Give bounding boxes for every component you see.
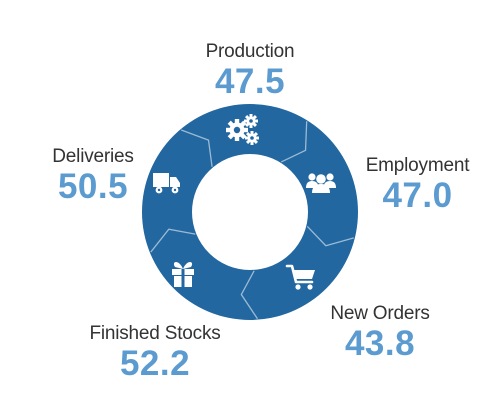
finished-stocks-label: Finished Stocks — [89, 323, 221, 344]
shopping-cart-icon — [285, 264, 315, 290]
employment-value: 47.0 — [382, 176, 453, 215]
deliveries-label: Deliveries — [52, 146, 134, 167]
new-orders-value: 43.8 — [344, 324, 416, 363]
delivery-truck-icon — [153, 173, 180, 194]
production-callout: Production 47.5 — [175, 42, 325, 99]
segment-separator — [240, 270, 259, 320]
finished-stocks-value: 52.2 — [119, 344, 191, 383]
segment-separator — [280, 121, 308, 163]
ring-band — [142, 104, 358, 320]
employment-label: Employment — [365, 155, 470, 176]
deliveries-value: 50.5 — [57, 167, 129, 206]
production-label: Production — [205, 41, 295, 62]
segment-separator — [180, 129, 213, 167]
new-orders-callout: New Orders 43.8 — [310, 304, 450, 361]
segment-separator — [306, 225, 354, 247]
gears-icon — [226, 114, 259, 145]
gift-box-icon — [172, 262, 194, 287]
segment-separator — [150, 228, 196, 253]
people-icon — [306, 173, 336, 193]
new-orders-label: New Orders — [330, 303, 430, 324]
deliveries-callout: Deliveries 50.5 — [28, 147, 158, 204]
production-value: 47.5 — [214, 62, 286, 101]
finished-stocks-callout: Finished Stocks 52.2 — [70, 324, 240, 381]
employment-callout: Employment 47.0 — [350, 156, 485, 213]
ring-segments — [142, 104, 358, 320]
